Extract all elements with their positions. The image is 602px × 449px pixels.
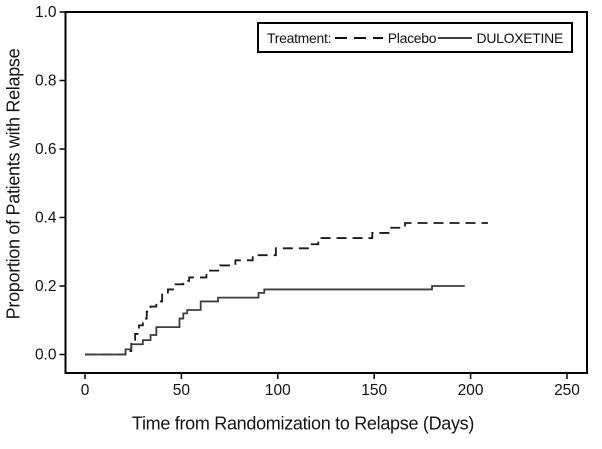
legend-label-placebo: Placebo (387, 29, 437, 46)
legend-label-duloxetine: DULOXETINE (476, 29, 564, 46)
y-tick-label: 1.0 (35, 4, 57, 21)
duloxetine-curve (85, 285, 465, 356)
x-tick-label: 100 (265, 382, 291, 399)
y-tick-label: 0.0 (35, 347, 57, 364)
x-tick-label: 200 (458, 382, 484, 399)
legend-title: Treatment: (267, 29, 332, 46)
y-axis-title: Proportion of Patients with Relapse (3, 48, 24, 320)
x-tick-label: 0 (81, 382, 90, 399)
x-tick-label: 50 (173, 382, 191, 399)
y-tick-label: 0.6 (35, 141, 57, 158)
legend: Treatment: Placebo DULOXETINE (257, 22, 573, 53)
y-tick-label: 0.4 (35, 210, 57, 227)
x-tick-label: 250 (554, 382, 580, 399)
y-tick-label: 0.8 (35, 73, 57, 90)
placebo-dashed-line-sample (335, 36, 384, 39)
y-tick-label: 0.2 (35, 278, 57, 295)
legend-entry-placebo: Placebo (388, 30, 473, 46)
x-axis-title: Time from Randomization to Relapse (Days… (131, 413, 475, 434)
placebo-curve (85, 222, 488, 356)
duloxetine-solid-line-sample (438, 36, 473, 39)
x-tick-label: 150 (361, 382, 387, 399)
plot-frame (64, 11, 588, 374)
